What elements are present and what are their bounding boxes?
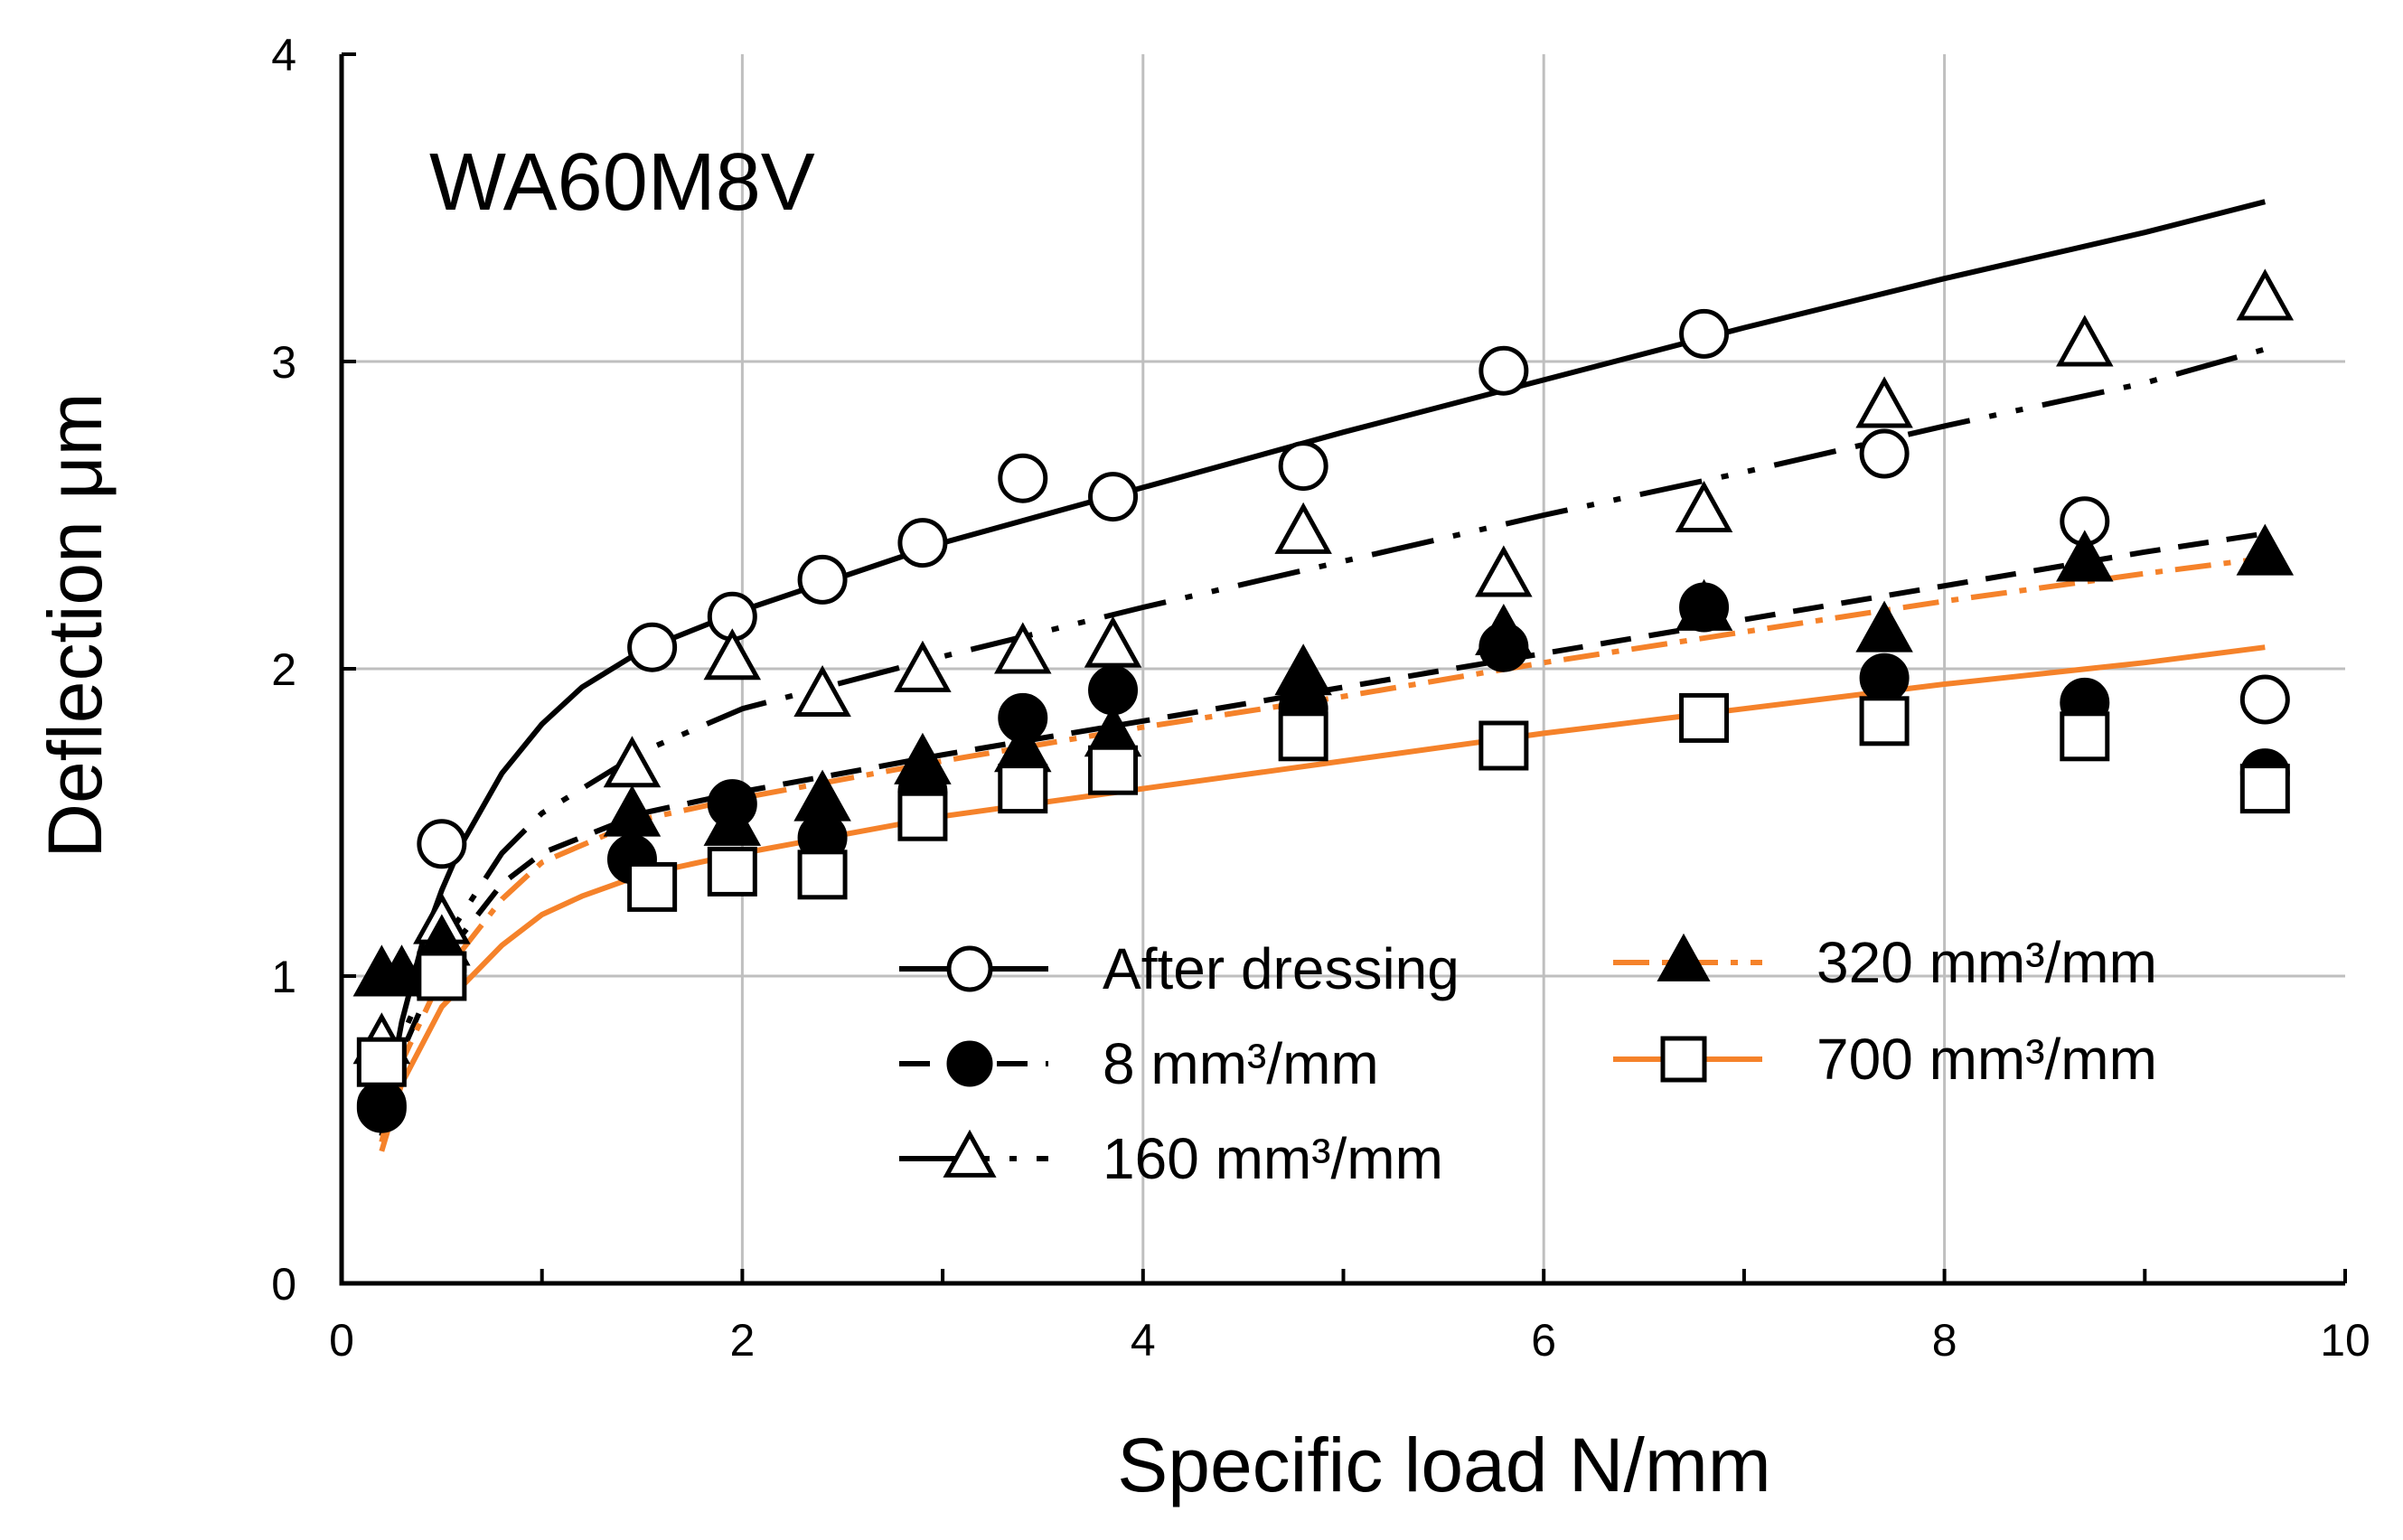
x-tick-label: 8 — [1932, 1315, 1957, 1366]
data-point-series-3 — [1475, 545, 1533, 597]
data-point-series-2 — [1859, 653, 1910, 703]
data-point-series-1 — [1278, 441, 1328, 492]
data-point-series-3 — [2056, 315, 2114, 367]
data-point-series-3 — [1675, 481, 1733, 533]
legend-marker-series-5 — [1660, 1036, 1707, 1083]
tick-labels: 0 2 4 6 8 10 0 1 2 3 4 — [271, 30, 2370, 1366]
data-point-series-5 — [1478, 720, 1529, 771]
fit-lines — [379, 199, 2267, 1152]
data-point-series-4 — [2056, 530, 2114, 582]
data-point-series-1 — [1088, 472, 1139, 522]
data-point-series-1 — [998, 453, 1048, 503]
panel-label: WA60M8V — [429, 137, 815, 228]
legend-label-series-5: 700 mm³/mm — [1816, 1027, 2157, 1092]
data-point-series-1 — [2239, 674, 2290, 725]
data-point-series-3 — [2236, 268, 2295, 321]
data-point-series-5 — [1859, 696, 1910, 747]
data-point-series-5 — [627, 861, 678, 912]
axes — [339, 52, 2347, 1286]
data-point-series-4 — [1475, 604, 1533, 656]
data-point-series-4 — [1274, 643, 1332, 696]
legend-label-series-2: 8 mm³/mm — [1103, 1031, 1379, 1096]
data-point-series-3 — [603, 736, 662, 788]
y-tick-label: 0 — [271, 1259, 296, 1310]
data-point-series-4 — [894, 732, 952, 784]
legend-marker-series-2 — [946, 1040, 993, 1087]
y-axis-title: Deflection μm — [33, 392, 117, 858]
legend-marker-series-4 — [1657, 933, 1711, 981]
data-point-series-4 — [703, 793, 762, 846]
x-tick-label: 2 — [729, 1315, 755, 1366]
data-point-series-5 — [1088, 745, 1139, 795]
data-point-series-3 — [1084, 615, 1142, 668]
legend-label-series-1: After dressing — [1103, 936, 1460, 1001]
data-point-series-1 — [1679, 308, 1730, 359]
y-tick-label: 1 — [271, 952, 296, 1002]
data-point-series-5 — [2060, 711, 2110, 762]
data-point-series-3 — [1855, 376, 1913, 428]
legend-label-series-3: 160 mm³/mm — [1103, 1126, 1443, 1191]
x-tick-label: 0 — [329, 1315, 354, 1366]
y-tick-label: 2 — [271, 644, 296, 695]
y-tick-label: 3 — [271, 337, 296, 388]
data-point-series-5 — [2239, 764, 2290, 814]
data-point-series-3 — [1274, 502, 1332, 554]
data-point-series-1 — [417, 819, 467, 869]
data-point-series-3 — [793, 665, 851, 718]
data-point-series-4 — [2236, 523, 2295, 576]
data-point-series-1 — [897, 518, 948, 568]
data-point-series-5 — [417, 951, 467, 1001]
data-point-series-1 — [1859, 428, 1910, 479]
x-tick-label: 10 — [2320, 1315, 2370, 1366]
data-point-series-5 — [356, 1037, 407, 1087]
grid-lines — [342, 54, 2345, 1283]
data-point-series-3 — [994, 622, 1052, 674]
legend: After dressing 8 mm³/mm 160 mm³/mm 320 mm³/… — [899, 930, 2157, 1191]
data-point-series-4 — [793, 769, 851, 822]
data-point-series-5 — [1278, 711, 1328, 762]
legend-marker-series-1 — [946, 945, 993, 992]
data-point-series-1 — [627, 622, 678, 672]
data-point-series-3 — [703, 628, 762, 681]
legend-label-series-4: 320 mm³/mm — [1816, 930, 2157, 995]
x-tick-label: 6 — [1531, 1315, 1556, 1366]
x-axis-title: Specific load N/mm — [1117, 1423, 1771, 1507]
x-tick-label: 4 — [1131, 1315, 1156, 1366]
data-point-series-5 — [797, 850, 848, 900]
data-point-series-5 — [897, 791, 948, 841]
data-markers — [352, 268, 2295, 1133]
data-point-series-1 — [797, 554, 848, 605]
y-tick-label: 4 — [271, 30, 296, 80]
data-point-series-4 — [603, 784, 662, 837]
data-point-series-5 — [707, 846, 757, 897]
data-point-series-4 — [1675, 578, 1733, 631]
legend-marker-series-3 — [943, 1129, 997, 1178]
data-point-series-1 — [1478, 345, 1529, 396]
data-point-series-4 — [1855, 600, 1913, 653]
data-point-series-5 — [1679, 692, 1730, 743]
data-point-series-3 — [894, 640, 952, 692]
data-point-series-4 — [372, 944, 431, 997]
data-point-series-2 — [356, 1080, 407, 1131]
data-point-series-5 — [998, 764, 1048, 814]
